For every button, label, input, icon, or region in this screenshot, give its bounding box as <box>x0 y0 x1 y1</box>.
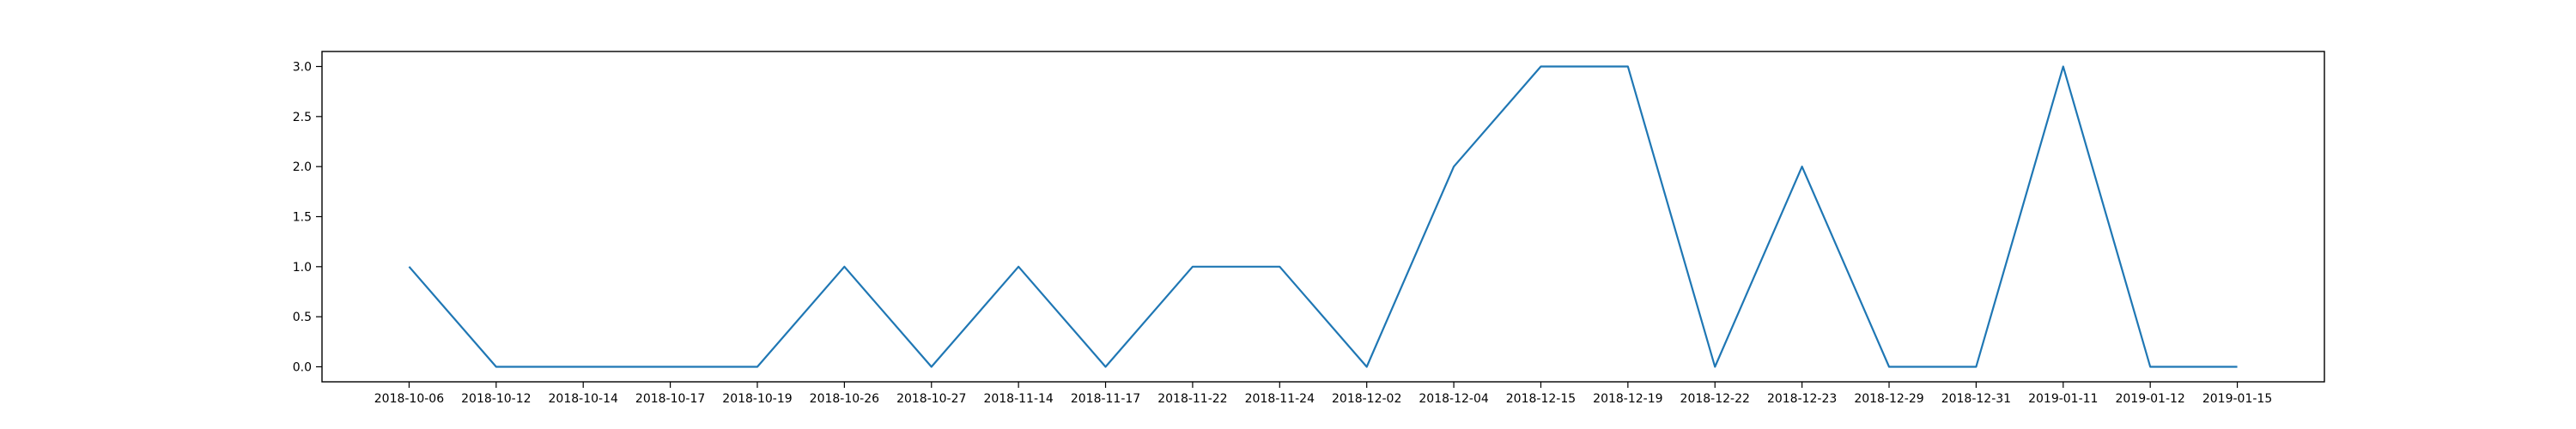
x-tick-label: 2019-01-15 <box>2202 392 2272 406</box>
x-tick-label: 2018-10-26 <box>810 392 879 406</box>
x-tick-label: 2018-12-19 <box>1593 392 1662 406</box>
x-tick-label: 2018-10-14 <box>549 392 618 406</box>
x-tick-label: 2018-11-17 <box>1071 392 1140 406</box>
y-tick-label: 0.0 <box>293 361 312 375</box>
x-tick-label: 2018-12-04 <box>1419 392 1488 406</box>
x-tick-label: 2018-10-12 <box>461 392 531 406</box>
y-tick-label: 1.0 <box>293 261 312 275</box>
x-tick-label: 2018-10-19 <box>722 392 792 406</box>
x-tick-label: 2018-10-06 <box>374 392 444 406</box>
plot-frame <box>321 51 2325 383</box>
y-tick-label: 3.0 <box>293 61 312 75</box>
x-tick-label: 2018-12-31 <box>1941 392 2011 406</box>
x-tick-label: 2018-11-14 <box>983 392 1053 406</box>
x-tick-label: 2019-01-11 <box>2028 392 2098 406</box>
y-tick-label: 2.5 <box>293 111 312 124</box>
y-axis: 0.0 0.5 1.0 1.5 2.0 2.5 3.0 <box>293 61 322 375</box>
x-tick-label: 2019-01-12 <box>2115 392 2184 406</box>
x-tick-label: 2018-10-27 <box>896 392 966 406</box>
x-tick-label: 2018-12-29 <box>1854 392 1923 406</box>
y-tick-label: 1.5 <box>293 211 312 225</box>
y-tick-label: 0.5 <box>293 311 312 324</box>
x-tick-label: 2018-11-22 <box>1157 392 1227 406</box>
x-tick-label: 2018-11-24 <box>1245 392 1315 406</box>
series-layer <box>408 65 2238 368</box>
x-tick-label: 2018-12-23 <box>1767 392 1837 406</box>
plot-border <box>321 51 2325 383</box>
y-tick-label: 2.0 <box>293 160 312 174</box>
x-axis: 2018-10-06 2018-10-12 2018-10-14 2018-10-17… <box>374 382 2272 406</box>
x-tick-label: 2018-12-22 <box>1680 392 1750 406</box>
series-line-0 <box>408 65 2238 368</box>
x-tick-label: 2018-10-17 <box>635 392 705 406</box>
x-tick-label: 2018-12-02 <box>1332 392 1401 406</box>
x-tick-label: 2018-12-15 <box>1506 392 1576 406</box>
